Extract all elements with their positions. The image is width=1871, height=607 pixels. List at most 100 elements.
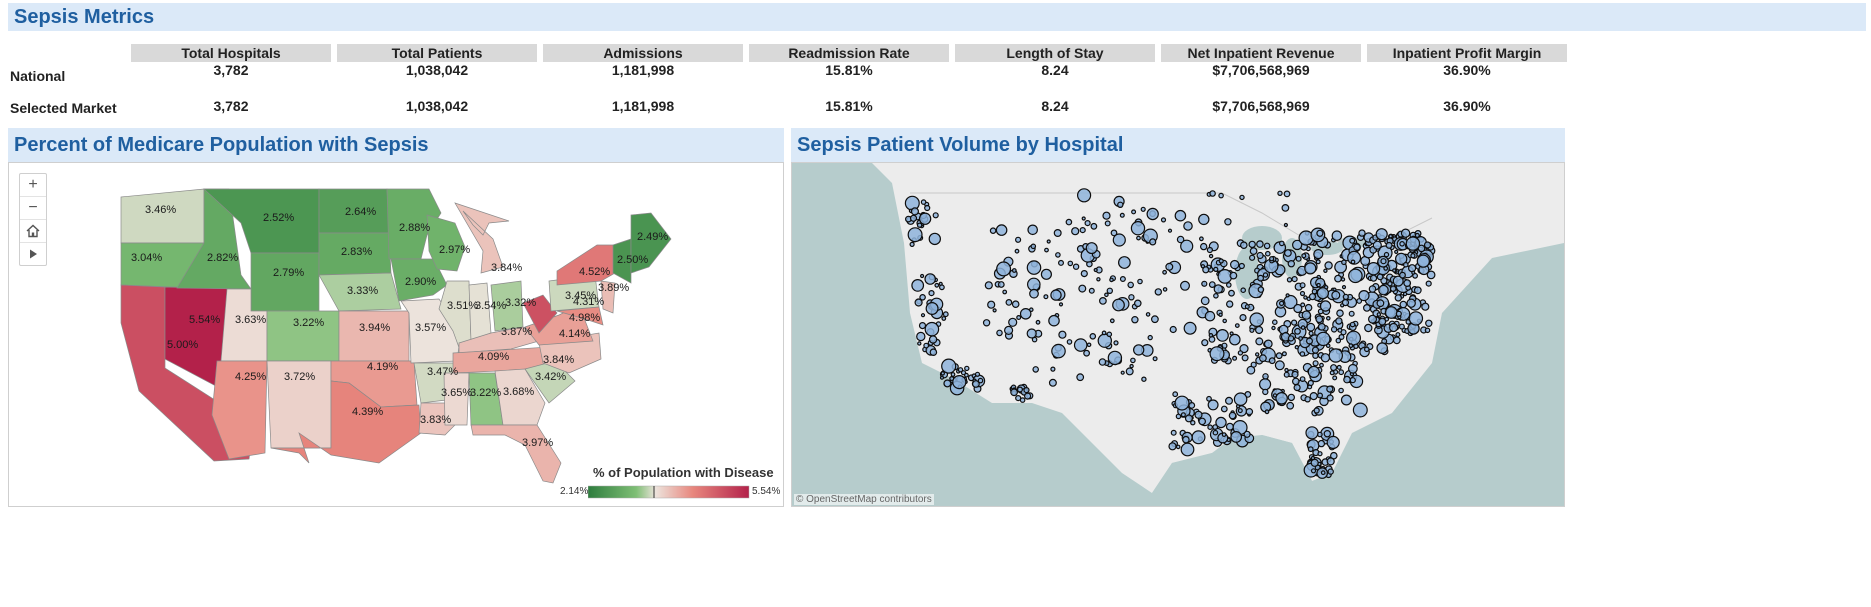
hospital-bubble[interactable] [1180,239,1194,253]
hospital-bubble[interactable] [1376,312,1382,317]
hospital-bubble[interactable] [1030,243,1037,250]
hospital-bubble[interactable] [1388,322,1399,333]
hospital-bubble[interactable] [964,365,970,372]
hospital-bubble[interactable] [1316,282,1321,288]
hospital-bubble[interactable] [1341,299,1350,307]
hospital-bubble[interactable] [1275,392,1288,405]
hospital-bubble[interactable] [941,316,947,321]
hospital-bubble[interactable] [1222,318,1228,324]
hospital-bubble[interactable] [1065,218,1073,226]
hospital-bubble[interactable] [1002,289,1008,295]
state-vt[interactable] [612,238,632,284]
hospital-bubble[interactable] [1287,335,1295,342]
hospital-bubble[interactable] [1387,280,1393,287]
state-ia[interactable] [390,258,448,302]
hospital-bubble[interactable] [1303,295,1308,300]
hospital-bubble[interactable] [1300,302,1306,308]
hospital-bubble[interactable] [963,372,969,378]
hospital-bubble[interactable] [1378,284,1389,296]
hospital-bubble[interactable] [1257,286,1265,293]
hospital-bubble[interactable] [1319,362,1324,368]
hospital-bubble[interactable] [1130,357,1136,364]
hospital-bubble[interactable] [1283,190,1291,198]
hospital-bubble[interactable] [1050,289,1062,301]
hospital-bubble[interactable] [1292,239,1303,251]
state-ne[interactable] [318,272,402,312]
hospital-bubble[interactable] [1363,346,1370,353]
hospital-bubble[interactable] [1402,261,1409,268]
hospital-bubble[interactable] [1295,255,1302,262]
hospital-bubble[interactable] [1249,247,1258,255]
zoom-out-button[interactable]: − [20,197,46,220]
hospital-bubble[interactable] [1016,315,1022,321]
hospital-bubble[interactable] [1293,303,1303,314]
hospital-bubble[interactable] [1088,287,1095,294]
hospital-bubble[interactable] [1336,364,1342,370]
hospital-bubble[interactable] [1238,262,1245,270]
hospital-bubble[interactable] [1279,300,1285,306]
hospital-bubble[interactable] [1213,266,1219,273]
hospital-bubble[interactable] [1350,259,1356,265]
hospital-bubble[interactable] [1311,346,1320,354]
hospital-bubble[interactable] [1209,190,1216,197]
hospital-bubble[interactable] [1213,284,1223,294]
hospital-bubble[interactable] [1358,290,1370,302]
hospital-bubble[interactable] [1162,287,1168,292]
hospital-bubble[interactable] [1255,352,1260,357]
hospital-bubble[interactable] [1308,293,1317,301]
hospital-bubble[interactable] [1340,394,1352,406]
hospital-bubble[interactable] [1239,314,1247,322]
hospital-bubble[interactable] [1044,247,1049,253]
hospital-bubble[interactable] [1207,424,1213,431]
hospital-bubble[interactable] [1336,309,1344,318]
hospital-bubble[interactable] [1255,337,1264,346]
hospital-bubble[interactable] [1376,299,1385,308]
hospital-bubble[interactable] [1190,420,1196,426]
hospital-bubble[interactable] [1298,336,1304,341]
state-nj[interactable] [600,280,616,314]
hospital-bubble[interactable] [1078,284,1087,293]
hospital-bubble[interactable] [1104,220,1111,227]
hospital-bubble[interactable] [1249,327,1255,333]
hospital-bubble[interactable] [1330,326,1338,333]
hospital-bubble[interactable] [1058,330,1067,339]
hospital-bubble[interactable] [1085,242,1098,255]
hospital-bubble[interactable] [1107,350,1123,366]
hospital-bubble[interactable] [1104,292,1109,298]
hospital-bubble[interactable] [1110,229,1118,237]
state-ny[interactable] [556,244,616,286]
hospital-bubble[interactable] [1340,277,1346,282]
home-button[interactable] [20,220,46,243]
hospital-bubble[interactable] [1174,209,1187,222]
hospital-bubble[interactable] [1294,327,1301,335]
hospital-bubble[interactable] [1011,268,1017,273]
hospital-bubble[interactable] [1237,408,1243,414]
hospital-bubble[interactable] [1133,299,1142,308]
hospital-bubble[interactable] [939,375,945,380]
hospital-bubble[interactable] [1403,279,1412,287]
hospital-bubble[interactable] [1326,457,1335,466]
hospital-bubble[interactable] [1399,241,1405,247]
hospital-bubble[interactable] [1256,251,1264,260]
hospital-bubble[interactable] [1345,330,1361,346]
hospital-bubble[interactable] [1338,334,1345,341]
hospital-bubble[interactable] [925,302,939,316]
hospital-bubble[interactable] [1226,300,1234,308]
hospital-bubble[interactable] [1182,435,1190,444]
hospital-bubble[interactable] [995,224,1008,236]
hospital-bubble[interactable] [1206,395,1212,402]
hospital-bubble[interactable] [1300,325,1306,330]
hospital-bubble[interactable] [1407,264,1417,273]
hospital-bubble[interactable] [1225,396,1234,405]
hospital-bubble[interactable] [1416,254,1430,268]
hospital-bubble[interactable] [1398,323,1405,330]
hospital-bubble[interactable] [1080,269,1088,278]
hospital-bubble[interactable] [1250,361,1257,368]
hospital-bubble[interactable] [1228,289,1235,297]
hospital-bubble[interactable] [1224,218,1232,226]
hospital-bubble[interactable] [1240,287,1247,294]
hospital-bubble[interactable] [1228,333,1241,346]
hospital-bubble[interactable] [1152,356,1158,362]
hospital-bubble[interactable] [1341,259,1347,266]
hospital-bubble[interactable] [1274,360,1285,371]
